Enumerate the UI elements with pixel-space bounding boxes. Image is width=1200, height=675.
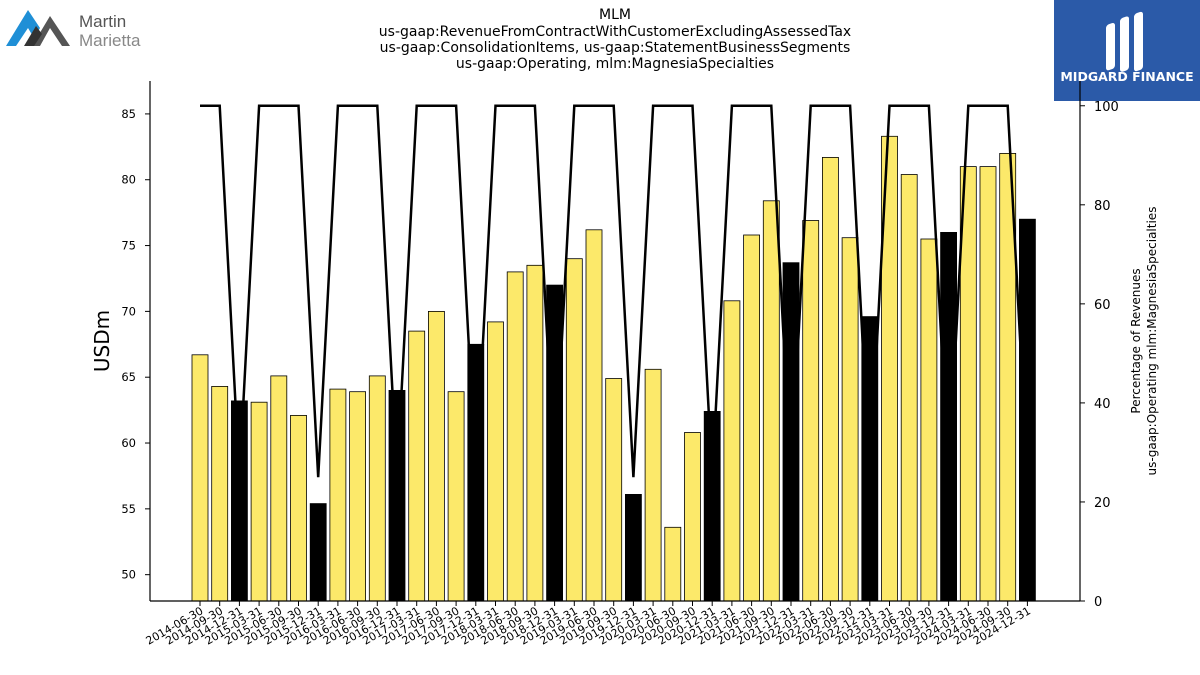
bar-2020-09-30 bbox=[684, 432, 701, 602]
chart-title-line-4: us-gaap:Operating, mlm:MagnesiaSpecialti… bbox=[455, 56, 775, 72]
y-tick-label-50: 50 bbox=[121, 568, 136, 582]
bar-2015-06-30 bbox=[270, 375, 288, 602]
bar-2021-09-30 bbox=[762, 200, 780, 602]
bar-2024-06-30 bbox=[979, 166, 997, 602]
bar-2018-09-30 bbox=[526, 264, 544, 602]
y2-tick-label-20: 20 bbox=[1094, 496, 1111, 511]
bar-2023-06-30 bbox=[900, 174, 918, 602]
bar-2019-12-31 bbox=[625, 493, 642, 602]
y-tick-label-70: 70 bbox=[121, 304, 136, 318]
logo-text-line-2: Marietta bbox=[79, 31, 141, 50]
bars-group bbox=[191, 135, 1036, 602]
bar-2018-12-31 bbox=[546, 284, 563, 602]
y-tick-label-55: 55 bbox=[121, 502, 136, 516]
martin-marietta-logo: Martin Marietta bbox=[6, 4, 166, 50]
bar-2017-03-31 bbox=[408, 330, 426, 602]
martin-marietta-logo-mark: Martin Marietta bbox=[6, 10, 141, 50]
chart-title-line-1: MLM bbox=[599, 7, 631, 23]
bar-2020-03-31 bbox=[644, 368, 662, 602]
y-axis-label: USDm bbox=[90, 310, 114, 372]
bar-2024-12-31 bbox=[1019, 218, 1036, 602]
bar-2014-12-31 bbox=[230, 400, 248, 602]
y2-tick-label-60: 60 bbox=[1094, 298, 1111, 313]
y2-tick-label-80: 80 bbox=[1094, 199, 1111, 214]
bar-2023-12-31 bbox=[940, 231, 957, 602]
y-tick-label-75: 75 bbox=[121, 239, 136, 253]
bar-2019-09-30 bbox=[605, 378, 623, 602]
bar-2018-06-30 bbox=[506, 271, 524, 602]
y-tick-label-85: 85 bbox=[121, 107, 136, 121]
bar-2016-12-31 bbox=[388, 389, 406, 602]
bar-2019-06-30 bbox=[585, 229, 603, 602]
bar-2021-06-30 bbox=[743, 234, 760, 602]
bar-2016-09-30 bbox=[368, 375, 386, 602]
chart-title-line-2: us-gaap:RevenueFromContractWithCustomerE… bbox=[378, 24, 852, 40]
y2-tick-label-40: 40 bbox=[1094, 397, 1111, 412]
bar-2017-09-30 bbox=[447, 391, 465, 602]
y2-tick-label-0: 0 bbox=[1094, 595, 1102, 610]
y-tick-label-65: 65 bbox=[121, 370, 136, 384]
percentage-line bbox=[200, 104, 1029, 478]
midgard-finance-logo: MIDGARD FINANCE bbox=[1054, 0, 1200, 101]
bar-2023-09-30 bbox=[920, 238, 938, 602]
bar-2014-06-30 bbox=[191, 354, 209, 602]
bar-2017-06-30 bbox=[427, 310, 445, 602]
percentage-line-group bbox=[200, 104, 1029, 478]
bar-2016-06-30 bbox=[349, 391, 367, 602]
midgard-finance-logo-mark: MIDGARD FINANCE bbox=[1060, 11, 1194, 84]
y2-axis-label-line-1: Percentage of Revenues bbox=[1129, 268, 1143, 413]
axes-group: 50556065707580850204060801002014-06-3020… bbox=[90, 81, 1159, 648]
bar-2019-03-31 bbox=[565, 258, 583, 602]
logo-text-line-1: Martin bbox=[79, 12, 126, 31]
y2-axis-label-line-2: us-gaap:Operating mlm:MagnesiaSpecialtie… bbox=[1145, 207, 1159, 476]
bar-2020-06-30 bbox=[664, 526, 682, 602]
bar-2022-03-31 bbox=[802, 220, 820, 602]
y-tick-label-80: 80 bbox=[121, 173, 136, 187]
y-tick-label-60: 60 bbox=[121, 436, 136, 450]
bar-2015-09-30 bbox=[290, 414, 307, 602]
chart-title-line-3: us-gaap:ConsolidationItems, us-gaap:Stat… bbox=[379, 40, 851, 56]
bar-2015-12-31 bbox=[309, 503, 327, 602]
bar-2016-03-31 bbox=[329, 388, 347, 602]
midgard-finance-text: MIDGARD FINANCE bbox=[1060, 69, 1193, 84]
bar-2021-03-31 bbox=[723, 300, 741, 602]
bar-2022-09-30 bbox=[841, 237, 859, 602]
bar-2014-09-30 bbox=[211, 385, 229, 602]
bar-2018-03-31 bbox=[487, 321, 504, 602]
y2-tick-label-100: 100 bbox=[1094, 100, 1119, 115]
bar-2021-12-31 bbox=[782, 262, 800, 602]
bar-2015-03-31 bbox=[250, 401, 268, 602]
bar-2022-06-30 bbox=[822, 156, 839, 602]
bar-2020-12-31 bbox=[703, 410, 721, 602]
